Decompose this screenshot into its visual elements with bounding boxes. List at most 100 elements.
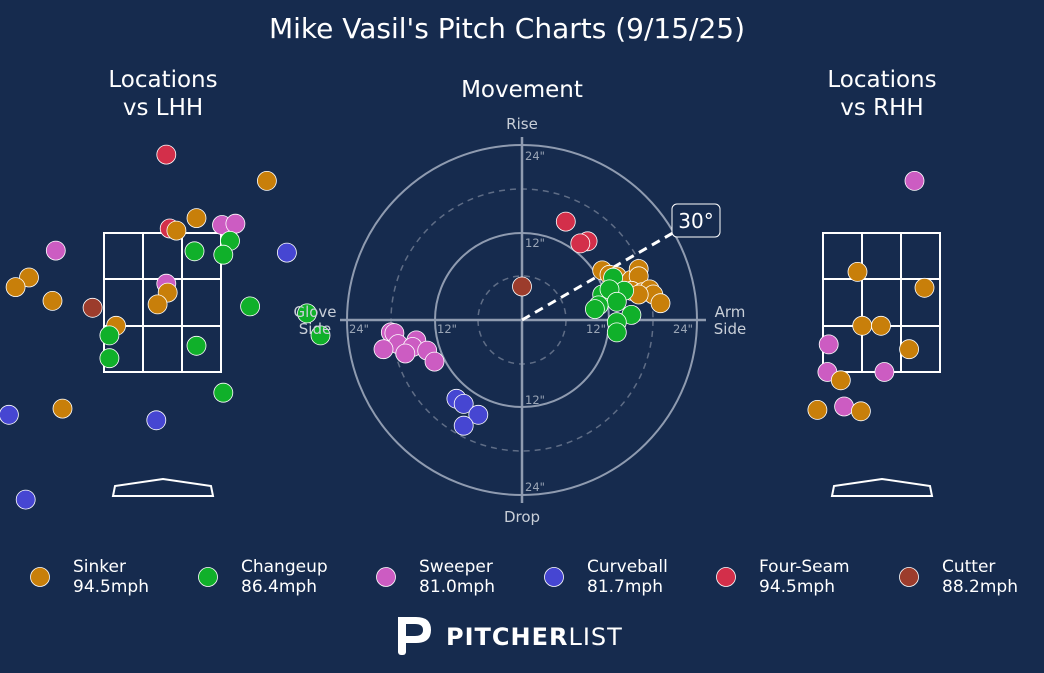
- legend-velo-cutter: 88.2mph: [942, 577, 1018, 597]
- movement-point-changeup-22: [585, 299, 605, 320]
- rhh-point-sinker-10: [807, 399, 828, 420]
- legend-label-curveball: Curveball: [587, 557, 668, 577]
- legend-label-changeup: Changeup: [241, 557, 328, 577]
- brand-text: PITCHERLIST: [446, 623, 623, 651]
- lhh-points: [0, 144, 331, 510]
- rhh-points: [807, 170, 935, 422]
- movement-point-sweeper-33: [373, 339, 394, 360]
- lhh-point-sinker-16: [42, 290, 63, 311]
- rhh-point-sweeper-11: [834, 396, 854, 417]
- legend-swatch-changeup: [198, 567, 218, 587]
- legend-velo-sweeper: 81.0mph: [419, 577, 495, 597]
- ring-label-12-left: 12": [437, 322, 457, 336]
- rhh-point-sinker-6: [899, 339, 919, 360]
- lhh-point-changeup-26: [213, 382, 234, 403]
- lhh-point-changeup-25: [99, 348, 120, 369]
- rhh-title-line2: vs RHH: [840, 95, 923, 121]
- legend: Sinker94.5mphChangeup86.4mphSweeper81.0m…: [30, 557, 1018, 597]
- rhh-point-sweeper-5: [818, 334, 839, 355]
- rhh-point-sinker-2: [914, 277, 935, 298]
- lhh-point-cutter-18: [82, 297, 103, 318]
- legend-swatch-cutter: [899, 567, 919, 587]
- lhh-point-sweeper-4: [225, 213, 246, 234]
- lhh-point-sinker-27: [52, 398, 73, 419]
- label-glove-line2: Side: [299, 320, 331, 338]
- ring-label-24-bottom: 24": [525, 480, 545, 494]
- legend-swatch-sweeper: [376, 567, 396, 587]
- legend-label-sweeper: Sweeper: [419, 557, 493, 577]
- legend-velo-four-seam: 94.5mph: [759, 577, 835, 597]
- legend-swatch-sinker: [30, 567, 50, 587]
- legend-swatch-four-seam: [716, 567, 736, 587]
- lhh-point-sweeper-10: [45, 240, 66, 261]
- movement-point-four-seam-0: [555, 211, 576, 232]
- lhh-point-changeup-9: [213, 244, 234, 265]
- movement-point-four-seam-2: [570, 233, 591, 254]
- legend-label-four-seam: Four-Seam: [759, 557, 850, 577]
- legend-label-cutter: Cutter: [942, 557, 995, 577]
- lhh-point-sinker-13: [5, 277, 26, 298]
- ring-label-24-right: 24": [673, 322, 693, 336]
- pitcherlist-logo-icon: [398, 617, 431, 655]
- brand-logo: PITCHERLIST: [398, 617, 623, 655]
- label-arm-line1: Arm: [715, 303, 746, 321]
- lhh-point-sinker-12: [19, 267, 39, 288]
- movement-point-changeup-25: [606, 322, 627, 343]
- label-glove-line1: Glove: [293, 303, 336, 321]
- rhh-home-plate: [830, 477, 934, 497]
- movement-point-sweeper-32: [395, 343, 416, 364]
- chart-title: Mike Vasil's Pitch Charts (9/15/25): [269, 12, 745, 45]
- arm-angle-box: [671, 203, 721, 238]
- movement-point-curveball-38: [453, 415, 474, 436]
- lhh-title-line1: Locations: [108, 67, 217, 93]
- lhh-point-curveball-11: [276, 242, 297, 263]
- lhh-point-sinker-6: [166, 220, 187, 241]
- brand-bold: PITCHER: [446, 623, 568, 651]
- rhh-point-sinker-9: [830, 370, 851, 391]
- ring-label-12-bottom: 12": [525, 393, 545, 407]
- lhh-point-changeup-23: [310, 325, 331, 346]
- lhh-point-four-seam-0: [156, 144, 177, 165]
- lhh-point-changeup-22: [99, 325, 120, 346]
- ring-label-12-top: 12": [525, 236, 545, 250]
- locations-lhh-panel: Locations vs LHH: [0, 67, 331, 510]
- movement-panel: Movement Rise Drop Glove Side Arm Side 2…: [293, 77, 746, 526]
- arm-angle-label: 30°: [678, 209, 713, 233]
- lhh-point-sinker-1: [256, 170, 277, 191]
- lhh-point-sinker-2: [186, 208, 207, 229]
- lhh-point-curveball-28: [0, 404, 19, 425]
- ring-label-12-right: 12": [586, 322, 606, 336]
- ring-label-24-left: 24": [349, 322, 369, 336]
- lhh-point-changeup-24: [186, 335, 207, 356]
- rhh-point-sinker-3: [852, 315, 873, 336]
- rhh-title-line1: Locations: [827, 67, 936, 93]
- locations-rhh-panel: Locations vs RHH: [807, 67, 941, 497]
- brand-light: LIST: [568, 623, 622, 651]
- rhh-point-sweeper-0: [904, 170, 925, 191]
- movement-point-changeup-20: [606, 291, 627, 312]
- movement-points: [373, 211, 671, 436]
- legend-swatch-curveball: [544, 567, 564, 587]
- legend-velo-curveball: 81.7mph: [587, 577, 663, 597]
- movement-point-cutter-3: [512, 276, 532, 297]
- legend-velo-changeup: 86.4mph: [241, 577, 317, 597]
- rhh-point-sinker-1: [847, 261, 868, 282]
- legend-velo-sinker: 94.5mph: [73, 577, 149, 597]
- label-arm-line2: Side: [714, 320, 746, 338]
- movement-point-sweeper-34: [424, 351, 445, 372]
- movement-title: Movement: [461, 77, 583, 103]
- movement-point-sinker-14: [650, 293, 671, 314]
- label-drop: Drop: [504, 508, 540, 526]
- movement-point-curveball-36: [453, 393, 474, 414]
- lhh-point-changeup-8: [184, 241, 205, 262]
- lhh-point-changeup-20: [297, 303, 317, 324]
- lhh-point-sinker-17: [147, 294, 168, 315]
- lhh-point-curveball-29: [146, 410, 167, 431]
- rhh-point-sinker-12: [851, 401, 871, 422]
- lhh-point-changeup-19: [240, 296, 261, 317]
- legend-label-sinker: Sinker: [73, 557, 126, 577]
- label-rise: Rise: [506, 115, 538, 133]
- ring-label-24-top: 24": [525, 149, 545, 163]
- rhh-point-sinker-4: [871, 315, 891, 336]
